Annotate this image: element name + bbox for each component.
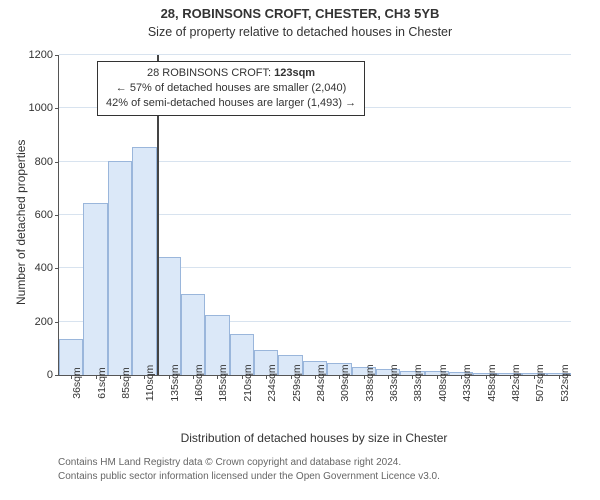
bar <box>132 147 156 375</box>
y-tick-label: 200 <box>35 316 53 328</box>
x-tick-label: 338sqm <box>364 364 376 401</box>
x-tick-label: 185sqm <box>217 364 229 401</box>
x-tick-label: 36sqm <box>71 367 83 399</box>
x-tick-label: 507sqm <box>534 364 546 401</box>
x-tick-label: 408sqm <box>437 364 449 401</box>
x-tick-label: 259sqm <box>291 364 303 401</box>
x-tick-label: 433sqm <box>461 364 473 401</box>
x-tick-label: 85sqm <box>120 367 132 399</box>
y-tick-label: 0 <box>47 369 53 381</box>
y-tick-label: 400 <box>35 262 53 274</box>
x-tick-label: 61sqm <box>96 367 108 399</box>
plot-area: 36sqm61sqm85sqm110sqm135sqm160sqm185sqm2… <box>58 55 571 376</box>
annotation-line-3: 42% of semi-detached houses are larger (… <box>106 96 356 111</box>
bar <box>83 203 107 375</box>
y-tick-label: 800 <box>35 156 53 168</box>
bar-slot: 482sqm <box>498 55 522 375</box>
bar <box>157 257 181 375</box>
footer-line-2: Contains public sector information licen… <box>58 471 440 482</box>
x-tick-label: 160sqm <box>193 364 205 401</box>
y-tick-label: 1200 <box>29 49 53 61</box>
bar-slot: 532sqm <box>547 55 571 375</box>
x-tick-label: 363sqm <box>388 364 400 401</box>
x-tick-label: 309sqm <box>339 364 351 401</box>
bar-slot: 507sqm <box>522 55 546 375</box>
annotation-line-1: 28 ROBINSONS CROFT: 123sqm <box>106 66 356 81</box>
x-tick-label: 210sqm <box>242 364 254 401</box>
bar <box>181 294 205 375</box>
bar-slot: 36sqm <box>59 55 83 375</box>
bar-slot: 433sqm <box>449 55 473 375</box>
chart-subtitle: Size of property relative to detached ho… <box>0 25 600 39</box>
bar-slot: 383sqm <box>400 55 424 375</box>
bar-slot: 408sqm <box>425 55 449 375</box>
bar-slot: 363sqm <box>376 55 400 375</box>
bar <box>108 161 132 375</box>
annotation-line-2: ← 57% of detached houses are smaller (2,… <box>106 81 356 96</box>
page-title: 28, ROBINSONS CROFT, CHESTER, CH3 5YB <box>0 6 600 21</box>
x-tick-label: 234sqm <box>266 364 278 401</box>
x-tick-label: 383sqm <box>412 364 424 401</box>
footer-line-1: Contains HM Land Registry data © Crown c… <box>58 457 401 468</box>
x-tick-label: 135sqm <box>169 364 181 401</box>
x-tick-label: 110sqm <box>144 365 156 402</box>
x-tick-label: 458sqm <box>486 364 498 401</box>
annotation-box: 28 ROBINSONS CROFT: 123sqm ← 57% of deta… <box>97 61 365 116</box>
x-tick-label: 532sqm <box>559 364 571 401</box>
x-tick-label: 284sqm <box>315 364 327 401</box>
chart-container: 28, ROBINSONS CROFT, CHESTER, CH3 5YB Si… <box>0 0 600 500</box>
y-tick-label: 600 <box>35 209 53 221</box>
bar-slot: 458sqm <box>473 55 497 375</box>
y-axis-label: Number of detached properties <box>14 140 28 305</box>
x-tick-label: 482sqm <box>510 364 522 401</box>
x-axis-label: Distribution of detached houses by size … <box>58 431 570 445</box>
y-tick-label: 1000 <box>29 102 53 114</box>
